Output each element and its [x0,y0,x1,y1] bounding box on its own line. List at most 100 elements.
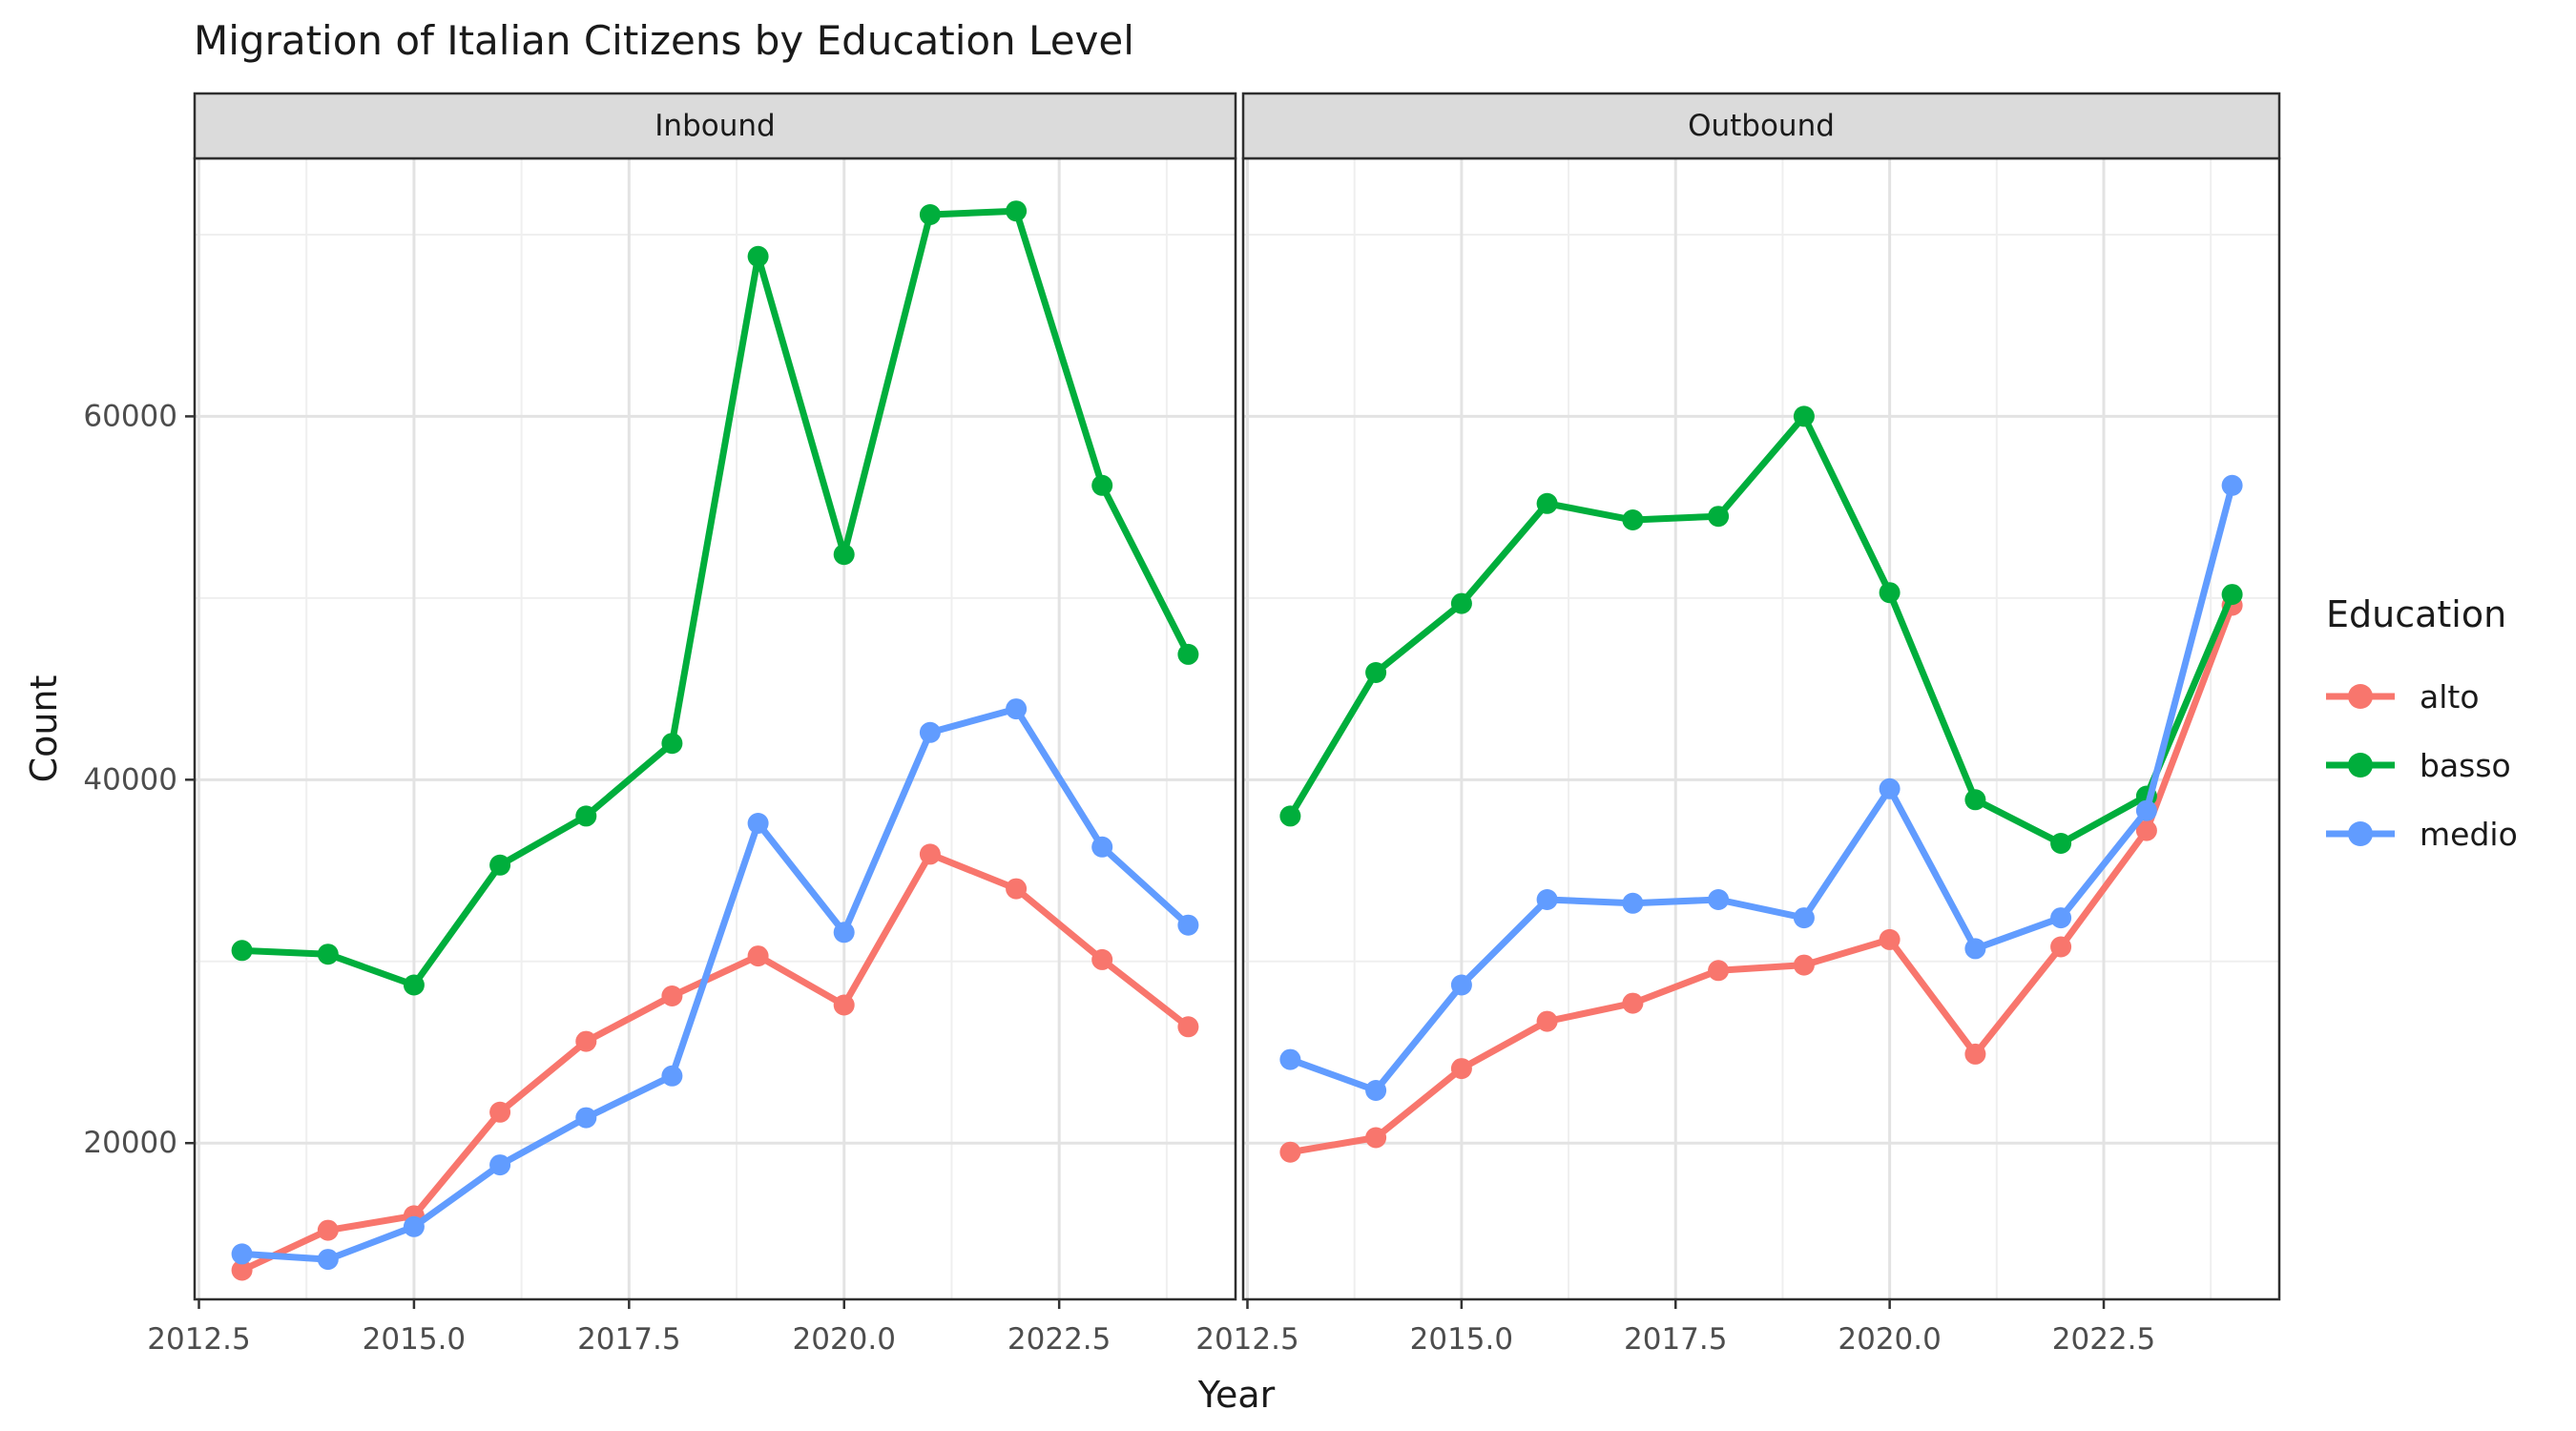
data-point-medio [1964,938,1986,960]
data-point-medio [747,813,769,834]
data-point-alto [231,1259,253,1281]
data-point-basso [661,733,683,755]
data-point-medio [1177,914,1199,936]
x-tick-label: 2015.0 [1410,1322,1513,1357]
data-point-medio [919,721,941,743]
data-point-medio [2050,907,2072,929]
data-point-alto [1793,954,1815,976]
data-point-medio [1622,892,1644,914]
data-point-medio [1091,836,1113,858]
data-point-medio [1006,698,1028,720]
y-tick-label: 20000 [83,1126,177,1160]
data-point-medio [833,922,855,944]
y-tick-label: 40000 [83,762,177,797]
data-point-alto [2135,819,2157,841]
legend-key-medio [2326,821,2395,846]
series-line-basso [239,207,1192,988]
legend-key-alto [2326,684,2395,709]
legend-key-basso [2326,753,2395,778]
data-point-basso [1964,789,1986,811]
data-point-basso [1879,582,1901,604]
legend-item-basso: basso [2324,731,2518,799]
data-point-alto [833,994,855,1016]
legend-point-icon [2348,753,2373,778]
y-axis-title: Count [23,674,65,783]
data-point-alto [1708,960,1730,982]
data-point-alto [747,945,769,967]
data-point-alto [1964,1043,1986,1065]
data-point-basso [231,940,253,962]
data-point-basso [833,544,855,566]
data-point-basso [747,245,769,267]
data-point-alto [489,1101,511,1123]
data-point-basso [1177,643,1199,665]
data-point-medio [231,1243,253,1265]
data-point-basso [2050,833,2072,854]
data-point-alto [317,1219,339,1241]
data-point-alto [1365,1127,1387,1149]
data-point-basso [1006,200,1028,222]
data-point-alto [575,1030,597,1052]
y-tick-label: 60000 [83,399,177,433]
legend-label-medio: medio [2420,815,2518,853]
legend-point-icon [2348,684,2373,709]
facet-strip [193,92,1237,160]
data-point-alto [1279,1141,1301,1163]
data-point-alto [1177,1016,1199,1038]
data-point-basso [317,944,339,965]
data-point-medio [575,1107,597,1129]
data-point-medio [1793,907,1815,929]
data-point-alto [1536,1010,1558,1032]
data-point-basso [575,805,597,827]
facet-strip [1241,92,2281,160]
x-tick-label: 2022.5 [1008,1322,1111,1357]
legend-item-alto: alto [2324,662,2518,731]
facet-label-inbound: Inbound [654,109,775,143]
legend-title: Education [2326,593,2507,635]
data-point-medio [1279,1048,1301,1070]
data-point-medio [1536,889,1558,910]
data-point-medio [403,1215,425,1237]
series-line-medio [239,705,1192,1263]
x-tick-label: 2017.5 [577,1322,680,1357]
data-point-medio [1708,889,1730,910]
data-point-basso [1708,506,1730,528]
chart-title: Migration of Italian Citizens by Educati… [194,17,1134,64]
x-tick-label: 2012.5 [1195,1322,1298,1357]
data-point-alto [1450,1058,1472,1080]
data-point-medio [2221,474,2243,496]
data-point-alto [2050,936,2072,958]
legend-item-medio: medio [2324,799,2518,868]
panel-background [1243,158,2279,1299]
facet-panel-inbound: Inbound 2012.5 2015.0 2017.5 2020.0 2022.5 [147,92,1237,1357]
data-point-medio [1365,1080,1387,1101]
data-point-alto [1879,928,1901,950]
x-tick-label: 2022.5 [2052,1322,2155,1357]
data-point-basso [489,854,511,876]
series-line-medio [1286,482,2236,1094]
data-point-alto [1622,992,1644,1014]
data-point-basso [1536,492,1558,514]
x-tick-label: 2015.0 [363,1322,466,1357]
data-point-basso [1279,805,1301,827]
x-tick-label: 2017.5 [1624,1322,1727,1357]
data-point-basso [919,204,941,225]
data-point-basso [1793,405,1815,427]
data-point-basso [1091,474,1113,496]
data-point-medio [661,1065,683,1087]
legend: Education alto basso medio [2324,593,2518,868]
data-point-basso [403,974,425,996]
panel-background [195,158,1236,1299]
x-tick-label: 2012.5 [147,1322,250,1357]
data-point-medio [317,1249,339,1271]
data-point-basso [1450,592,1472,614]
data-point-basso [1365,662,1387,683]
x-tick-label: 2020.0 [793,1322,896,1357]
legend-label-basso: basso [2420,746,2511,784]
data-point-medio [1879,778,1901,799]
facet-label-outbound: Outbound [1688,109,1835,143]
data-point-medio [1450,974,1472,996]
data-point-alto [919,843,941,865]
